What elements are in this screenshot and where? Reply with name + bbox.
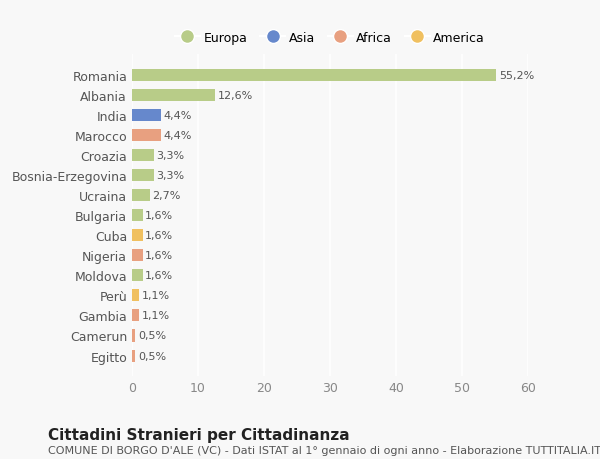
Bar [132, 250, 143, 262]
Text: 1,6%: 1,6% [145, 231, 173, 241]
Bar [132, 210, 143, 222]
Text: 12,6%: 12,6% [218, 91, 253, 101]
Bar [132, 70, 496, 82]
Text: 1,6%: 1,6% [145, 271, 173, 281]
Text: 3,3%: 3,3% [157, 171, 185, 181]
Text: 4,4%: 4,4% [164, 131, 192, 141]
Bar [132, 130, 161, 142]
Text: 1,6%: 1,6% [145, 251, 173, 261]
Text: 0,5%: 0,5% [138, 331, 166, 341]
Bar [132, 230, 143, 242]
Legend: Europa, Asia, Africa, America: Europa, Asia, Africa, America [172, 29, 488, 47]
Bar [132, 150, 154, 162]
Text: COMUNE DI BORGO D'ALE (VC) - Dati ISTAT al 1° gennaio di ogni anno - Elaborazion: COMUNE DI BORGO D'ALE (VC) - Dati ISTAT … [48, 445, 600, 455]
Text: 1,1%: 1,1% [142, 291, 170, 301]
Text: Cittadini Stranieri per Cittadinanza: Cittadini Stranieri per Cittadinanza [48, 427, 350, 442]
Bar [132, 90, 215, 102]
Text: 0,5%: 0,5% [138, 351, 166, 361]
Bar [132, 330, 136, 342]
Bar [132, 270, 143, 282]
Text: 4,4%: 4,4% [164, 111, 192, 121]
Bar [132, 170, 154, 182]
Text: 1,6%: 1,6% [145, 211, 173, 221]
Text: 3,3%: 3,3% [157, 151, 185, 161]
Text: 2,7%: 2,7% [152, 191, 181, 201]
Bar [132, 110, 161, 122]
Text: 1,1%: 1,1% [142, 311, 170, 321]
Bar [132, 310, 139, 322]
Bar [132, 290, 139, 302]
Bar [132, 190, 150, 202]
Text: 55,2%: 55,2% [499, 71, 534, 81]
Bar [132, 350, 136, 362]
